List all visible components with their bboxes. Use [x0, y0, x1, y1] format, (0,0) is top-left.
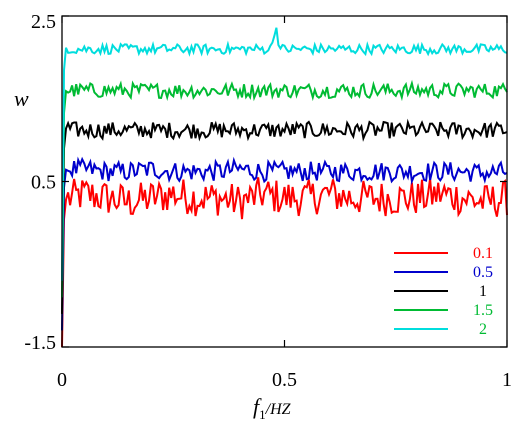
x-tick-label: 0 — [57, 369, 67, 391]
x-axis-ticks: 0 0.5 1 — [57, 16, 512, 391]
series-line — [61, 156, 508, 331]
legend-label: 2 — [479, 321, 487, 338]
y-axis-label: w — [14, 86, 29, 111]
series-line — [61, 27, 508, 281]
y-axis-ticks: -1.5 0.5 2.5 — [24, 11, 507, 354]
legend: 0.1 0.5 1 1.5 2 — [394, 245, 493, 338]
legend-label: 0.5 — [473, 264, 493, 281]
legend-label: 0.1 — [473, 245, 493, 262]
legend-label: 1 — [479, 283, 487, 300]
y-tick-label: 0.5 — [31, 172, 56, 194]
y-tick-label: 2.5 — [31, 11, 56, 33]
x-tick-label: 1 — [502, 369, 512, 391]
legend-label: 1.5 — [473, 302, 493, 319]
x-axis-label: f1/HZ — [253, 394, 292, 422]
y-tick-label: -1.5 — [24, 332, 56, 354]
series-line — [61, 118, 508, 314]
series-line — [61, 79, 508, 298]
series-line — [61, 177, 508, 348]
x-tick-label: 0.5 — [272, 369, 297, 391]
plot-area — [61, 27, 508, 348]
